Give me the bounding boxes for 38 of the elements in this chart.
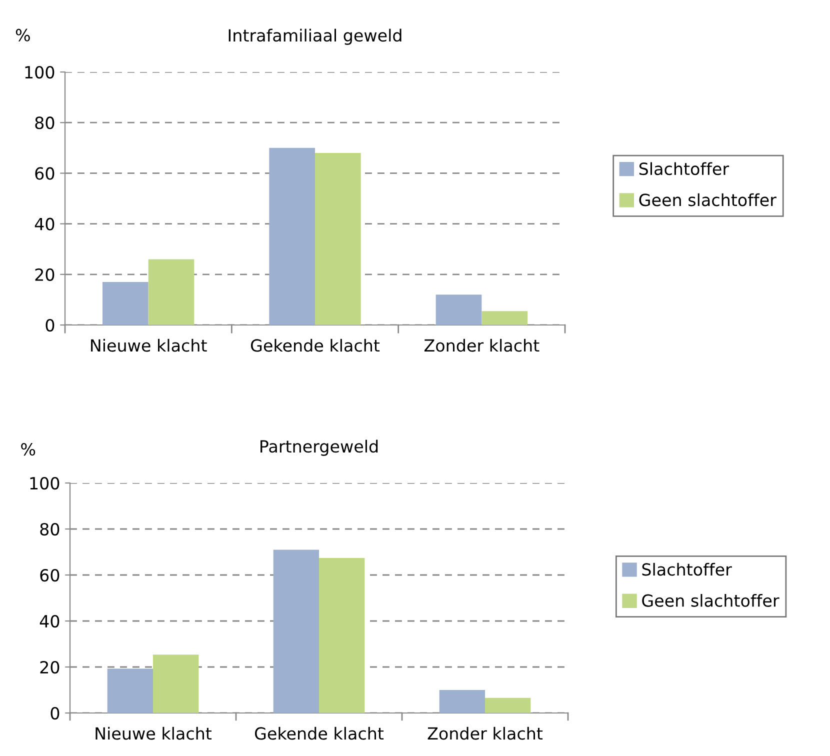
x-tick-label: Gekende klacht: [250, 338, 380, 352]
x-tick-label: Zonder klacht: [424, 338, 540, 352]
y-tick-label: 40: [40, 614, 60, 628]
bar: [315, 152, 361, 325]
y-tick-label: 40: [34, 218, 54, 230]
y-tick-label: 60: [40, 568, 60, 582]
x-tick-label: Zonder klacht: [428, 726, 543, 740]
bar: [273, 550, 319, 713]
y-tick-label: 0: [46, 318, 54, 332]
y-tick-label: 100: [30, 476, 60, 490]
bar: [439, 690, 485, 713]
x-tick-label: Nieuwe klacht: [91, 338, 207, 352]
bar: [153, 654, 199, 713]
y-tick-label: 20: [40, 660, 60, 674]
y-tick-label: 80: [35, 116, 54, 130]
x-tick-label: Nieuwe klacht: [96, 726, 212, 740]
chart-title: Partnergeweld: [260, 440, 378, 456]
y-tick-label: 60: [35, 167, 54, 180]
bar: [269, 148, 315, 325]
y-axis-title: %: [21, 443, 36, 456]
y-axis-title: %: [16, 28, 30, 42]
bar: [319, 558, 365, 713]
bar: [436, 294, 482, 325]
y-tick-label: 0: [50, 706, 60, 720]
chart-title: Intrafamiliaal geweld: [228, 28, 402, 45]
y-tick-label: 20: [35, 268, 54, 281]
bar: [485, 698, 531, 713]
x-tick-label: Gekende klacht: [254, 726, 384, 740]
bar: [482, 311, 528, 325]
bar: [148, 259, 194, 325]
legend-label: Geen slachtoffer: [642, 594, 780, 607]
bar: [102, 282, 148, 325]
y-tick-label: 80: [40, 522, 60, 536]
legend-label: Slachtoffer: [639, 162, 730, 176]
legend-label: Slachtoffer: [642, 562, 732, 576]
bar: [107, 668, 153, 713]
legend-label: Geen slachtoffer: [639, 193, 776, 206]
y-tick-label: 100: [25, 66, 54, 79]
